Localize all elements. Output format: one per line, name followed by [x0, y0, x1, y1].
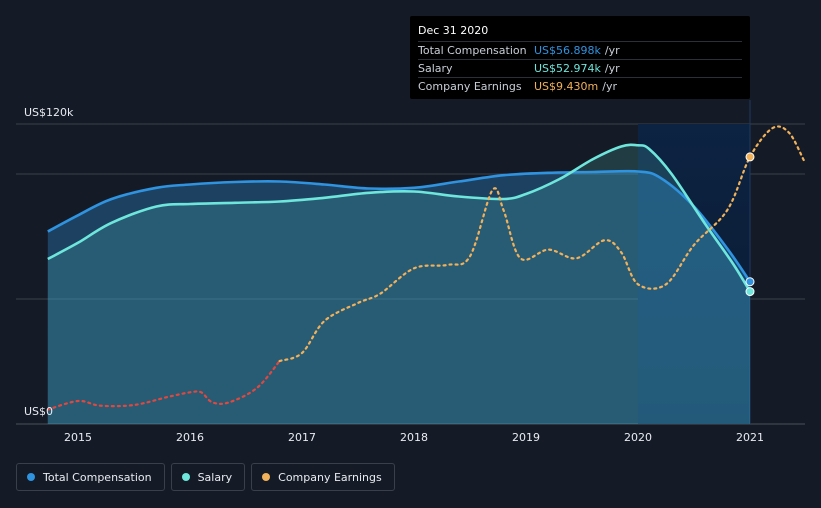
x-tick-label: 2015 — [64, 431, 92, 444]
x-tick-label: 2018 — [400, 431, 428, 444]
tooltip: Dec 31 2020 Total Compensation US$56.898… — [410, 16, 750, 99]
salary-area — [47, 144, 750, 424]
legend-dot-icon — [27, 473, 35, 481]
legend-dot-icon — [262, 473, 271, 481]
legend: Total Compensation Salary Company Earnin… — [16, 463, 395, 491]
legend-item-company-earnings[interactable]: Company Earnings — [251, 463, 395, 491]
x-tick-label: 2017 — [288, 431, 316, 444]
series-areas — [47, 144, 750, 424]
tooltip-value: US$52.974k — [534, 62, 601, 75]
tooltip-unit: /yr — [604, 44, 620, 57]
legend-label: Salary — [197, 470, 233, 484]
y-axis-bottom-label: US$0 — [24, 405, 54, 418]
tooltip-label: Salary — [418, 62, 453, 75]
tooltip-label: Total Compensation — [418, 44, 527, 57]
hover-markers — [745, 152, 755, 297]
tooltip-label: Company Earnings — [418, 80, 522, 93]
legend-item-total-compensation[interactable]: Total Compensation — [16, 463, 165, 491]
x-tick-label: 2020 — [624, 431, 652, 444]
legend-item-salary[interactable]: Salary — [170, 463, 246, 491]
tooltip-value: US$9.430m — [534, 80, 599, 93]
x-tick-label: 2021 — [736, 431, 764, 444]
y-axis-top-label: US$120k — [24, 106, 74, 119]
tooltip-date: Dec 31 2020 — [418, 24, 489, 37]
company-earnings-line — [278, 125, 805, 363]
company-earnings-marker — [745, 152, 755, 162]
tooltip-unit: /yr — [602, 80, 617, 93]
x-axis-ticks: 2015 2016 2017 2018 2019 2020 2021 — [64, 431, 764, 444]
tooltip-value: US$56.898k — [534, 44, 601, 57]
salary-marker — [745, 287, 755, 297]
tooltip-row-salary: Salary US$52.974k /yr — [418, 59, 742, 77]
tooltip-row-total-compensation: Total Compensation US$56.898k /yr — [418, 41, 742, 59]
tooltip-row-company-earnings: Company Earnings US$9.430m /yr — [418, 77, 742, 95]
total-compensation-line — [47, 169, 752, 283]
x-tick-label: 2019 — [512, 431, 540, 444]
legend-label: Total Compensation — [43, 470, 152, 484]
tooltip-unit: /yr — [604, 62, 620, 75]
series-lines — [46, 125, 805, 411]
salary-line — [47, 143, 752, 293]
total-compensation-marker — [745, 277, 755, 287]
forecast-shade — [638, 100, 751, 424]
highlight-band — [638, 124, 750, 424]
x-tick-label: 2016 — [176, 431, 204, 444]
total-compensation-area — [47, 171, 750, 424]
company-earnings-line-negative — [46, 359, 281, 411]
legend-label: Company Earnings — [278, 470, 382, 484]
legend-dot-icon — [181, 473, 190, 481]
